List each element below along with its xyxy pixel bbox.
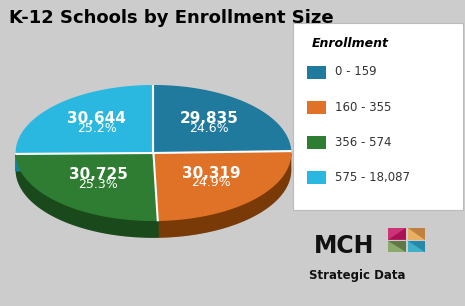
Polygon shape	[16, 103, 291, 237]
Polygon shape	[16, 153, 153, 171]
Bar	[408, 228, 425, 240]
Polygon shape	[408, 228, 425, 240]
Polygon shape	[16, 153, 153, 171]
Text: 30,725: 30,725	[69, 167, 128, 182]
Text: Enrollment: Enrollment	[312, 37, 389, 50]
Text: 29,835: 29,835	[179, 111, 239, 126]
Text: 0 - 159: 0 - 159	[335, 65, 377, 78]
Bar	[388, 241, 406, 252]
Bar	[307, 66, 326, 79]
Bar	[307, 136, 326, 149]
Polygon shape	[388, 228, 406, 240]
Text: 160 - 355: 160 - 355	[335, 101, 391, 114]
Text: 30,644: 30,644	[67, 111, 126, 126]
Polygon shape	[153, 86, 291, 153]
Text: 575 - 18,087: 575 - 18,087	[335, 171, 410, 184]
Bar	[307, 101, 326, 114]
Text: 25.2%: 25.2%	[77, 122, 117, 135]
Text: 25.3%: 25.3%	[79, 178, 119, 191]
Polygon shape	[16, 153, 158, 220]
Polygon shape	[153, 151, 291, 220]
Text: K-12 Schools by Enrollment Size: K-12 Schools by Enrollment Size	[9, 9, 334, 27]
Bar	[388, 228, 406, 240]
Polygon shape	[158, 153, 291, 237]
Bar	[307, 171, 326, 184]
Text: 24.6%: 24.6%	[189, 121, 229, 135]
Polygon shape	[16, 154, 158, 237]
Polygon shape	[408, 241, 425, 252]
Text: 24.9%: 24.9%	[192, 176, 231, 189]
Text: Strategic Data: Strategic Data	[309, 269, 406, 282]
Polygon shape	[16, 86, 153, 154]
Text: MCH: MCH	[314, 234, 374, 258]
Text: 30,319: 30,319	[182, 166, 241, 181]
Polygon shape	[388, 241, 406, 252]
Polygon shape	[153, 153, 158, 237]
Text: 356 - 574: 356 - 574	[335, 136, 392, 149]
Polygon shape	[153, 153, 158, 237]
Bar	[408, 241, 425, 252]
FancyBboxPatch shape	[293, 23, 463, 210]
